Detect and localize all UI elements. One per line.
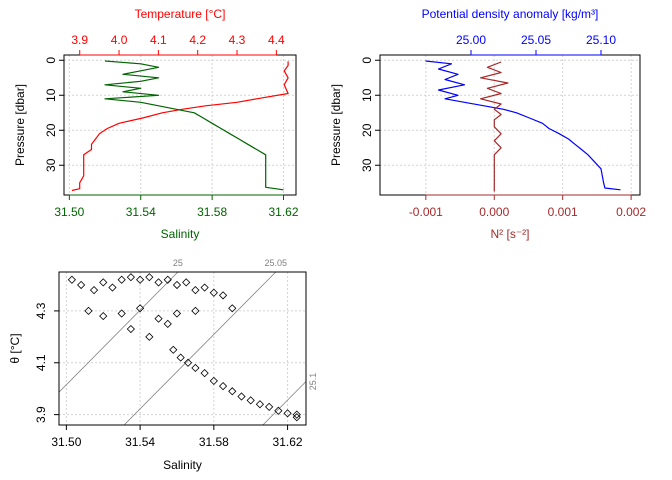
- density-profile-bottom-tick-label-2: 0.001: [548, 205, 578, 219]
- ts-diagram-point-27: [163, 319, 172, 328]
- ts-diagram-point-20: [117, 309, 126, 318]
- ts-profile-ytick-label-2: 20: [44, 123, 58, 137]
- ts-diagram-point-40: [274, 406, 283, 415]
- ts-diagram-point-34: [218, 382, 228, 391]
- density-profile-bottom-tick-label-3: 0.002: [616, 205, 646, 219]
- density-profile-ytick-label-2: 20: [360, 123, 374, 137]
- ts-diagram-point-31: [191, 363, 200, 373]
- ts-diagram-point-36: [237, 392, 246, 401]
- ts-diagram-point-2: [89, 286, 99, 295]
- ts-diagram-point-1: [77, 280, 86, 290]
- ts-profile-ylabel: Pressure [dbar]: [13, 84, 27, 166]
- density-profile-ylabel: Pressure [dbar]: [329, 84, 343, 166]
- ts-diagram-point-11: [172, 280, 182, 290]
- ts-diagram-xtick-label-2: 31.58: [199, 435, 229, 449]
- ts-diagram-ylabel: θ [°C]: [8, 333, 22, 363]
- density-profile-ytick-label-3: 30: [360, 158, 374, 172]
- ts-diagram-point-26: [145, 332, 154, 341]
- ts-diagram-xtick-label-1: 31.54: [125, 435, 155, 449]
- ts-diagram-point-41: [283, 409, 292, 418]
- ts-profile-bottom-tick-label-2: 31.58: [197, 205, 227, 219]
- ts-diagram-point-12: [182, 278, 191, 287]
- ts-diagram-point-0: [67, 275, 77, 284]
- ts-diagram-point-8: [145, 273, 154, 282]
- ts-diagram-point-15: [209, 288, 218, 297]
- ts-profile-bottom-tick-label-1: 31.54: [126, 205, 156, 219]
- ts-diagram-point-43: [292, 413, 301, 422]
- ts-diagram-point-14: [200, 283, 209, 292]
- density-profile-ytick-label-1: 10: [360, 88, 374, 102]
- ts-diagram-point-32: [200, 369, 209, 378]
- ts-profile-top-tick-label-0: 3.9: [71, 33, 88, 47]
- ts-diagram-point-10: [163, 275, 172, 284]
- ts-profile-ytick-label-1: 10: [44, 88, 58, 102]
- ts-diagram-ytick-label-2: 4.3: [34, 302, 48, 319]
- ts-diagram-point-38: [255, 400, 265, 409]
- ts-diagram-point-16: [218, 291, 228, 300]
- density-profile-n2-line: [480, 61, 509, 192]
- ts-diagram-point-6: [126, 273, 135, 282]
- density-profile-top-tick-label-2: 25.10: [586, 33, 616, 47]
- ts-profile-ytick-label-0: 0: [44, 57, 58, 64]
- ts-diagram-point-35: [228, 387, 237, 396]
- density-profile-xlabel-top: Potential density anomaly [kg/m³]: [422, 7, 599, 21]
- ts-diagram-isopycnal-label-0: 25: [173, 258, 183, 268]
- ts-diagram-point-28: [169, 345, 178, 354]
- ts-diagram-point-9: [154, 278, 163, 287]
- ts-diagram-point-17: [228, 304, 237, 313]
- ts-diagram-point-7: [136, 275, 145, 284]
- ts-diagram-isopycnal-0: [58, 271, 179, 393]
- ts-diagram-point-4: [108, 283, 117, 292]
- ts-diagram-point-24: [191, 306, 200, 315]
- ts-diagram-point-42: [292, 410, 301, 419]
- density-profile-top-tick-label-0: 25.00: [456, 33, 486, 47]
- ts-diagram-point-19: [99, 311, 108, 321]
- ts-diagram-point-30: [183, 358, 193, 367]
- ts-diagram-point-39: [265, 402, 274, 411]
- ts-diagram-point-3: [99, 278, 108, 287]
- ts-diagram-point-23: [172, 309, 182, 318]
- density-profile-top-tick-label-1: 25.05: [521, 33, 551, 47]
- ts-diagram-isopycnal-label-2: 25.1: [308, 373, 318, 391]
- ts-diagram-isopycnal-2: [262, 381, 307, 426]
- ts-profile-xlabel-bottom: Salinity: [161, 227, 200, 241]
- density-profile-ytick-label-0: 0: [360, 57, 374, 64]
- ts-diagram-point-29: [176, 353, 185, 362]
- ts-diagram-point-18: [84, 306, 93, 315]
- ts-profile-xlabel-top: Temperature [°C]: [135, 7, 226, 21]
- ts-diagram-xlabel: Salinity: [163, 458, 202, 472]
- ts-diagram-point-21: [136, 304, 145, 313]
- ts-profile-ytick-label-3: 30: [44, 158, 58, 172]
- ts-profile-temperature-line: [71, 61, 289, 192]
- ts-diagram-point-33: [209, 376, 218, 386]
- density-profile-bottom-tick-label-0: -0.001: [409, 205, 443, 219]
- ts-profile-frame: [63, 54, 297, 196]
- ts-diagram-point-5: [117, 275, 126, 284]
- ts-profile-top-tick-label-5: 4.4: [268, 33, 285, 47]
- ts-diagram-point-25: [126, 324, 135, 334]
- density-profile-xlabel-bottom: N² [s⁻²]: [491, 227, 530, 241]
- ts-profile-top-tick-label-2: 4.1: [150, 33, 167, 47]
- density-profile-bottom-tick-label-1: 0.000: [479, 205, 509, 219]
- ts-profile-bottom-tick-label-0: 31.50: [54, 205, 84, 219]
- ts-diagram-xtick-label-0: 31.50: [51, 435, 81, 449]
- ts-diagram-ytick-label-0: 3.9: [34, 406, 48, 423]
- ts-profile-top-tick-label-4: 4.3: [229, 33, 246, 47]
- ts-profile-top-tick-label-3: 4.2: [189, 33, 206, 47]
- ts-profile-salinity-line: [104, 60, 284, 191]
- ts-diagram-point-37: [246, 396, 255, 405]
- density-profile-density-line: [425, 60, 621, 191]
- ts-diagram-point-22: [154, 314, 163, 323]
- ts-diagram-isopycnal-label-1: 25.05: [265, 258, 288, 268]
- ts-diagram-frame: [58, 271, 307, 426]
- ts-profile-bottom-tick-label-3: 31.62: [268, 205, 298, 219]
- ts-diagram-isopycnal-1: [123, 271, 277, 426]
- ts-diagram-point-13: [191, 286, 200, 295]
- ts-diagram-xtick-label-3: 31.62: [273, 435, 303, 449]
- ts-profile-top-tick-label-1: 4.0: [111, 33, 128, 47]
- ts-diagram-ytick-label-1: 4.1: [34, 354, 48, 371]
- density-profile-frame: [379, 54, 641, 196]
